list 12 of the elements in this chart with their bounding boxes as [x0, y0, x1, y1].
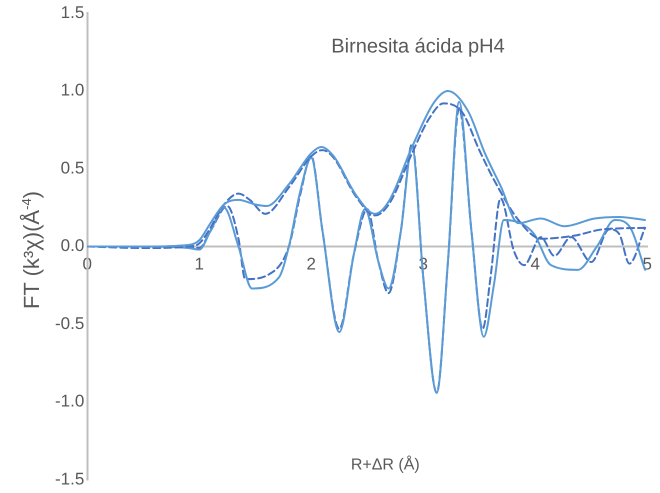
y-tick-label: -1.0	[54, 392, 84, 411]
y-tick-label: 0.5	[60, 158, 84, 178]
text: Birnesita ácida pH4	[331, 36, 505, 58]
y-tick-label: -1.5	[54, 469, 84, 488]
x-tick-label: 2	[306, 254, 316, 274]
y-tick-label: -0.5	[54, 314, 84, 333]
x-tick-label: 1	[194, 254, 204, 274]
x-tick-label: 4	[530, 254, 540, 274]
x-axis-title: R+ΔR (Å)	[350, 455, 420, 474]
y-tick-label: 1.0	[60, 80, 84, 100]
y-tick-label: 1.5	[60, 2, 84, 22]
y-tick-label: 0.0	[60, 236, 84, 256]
